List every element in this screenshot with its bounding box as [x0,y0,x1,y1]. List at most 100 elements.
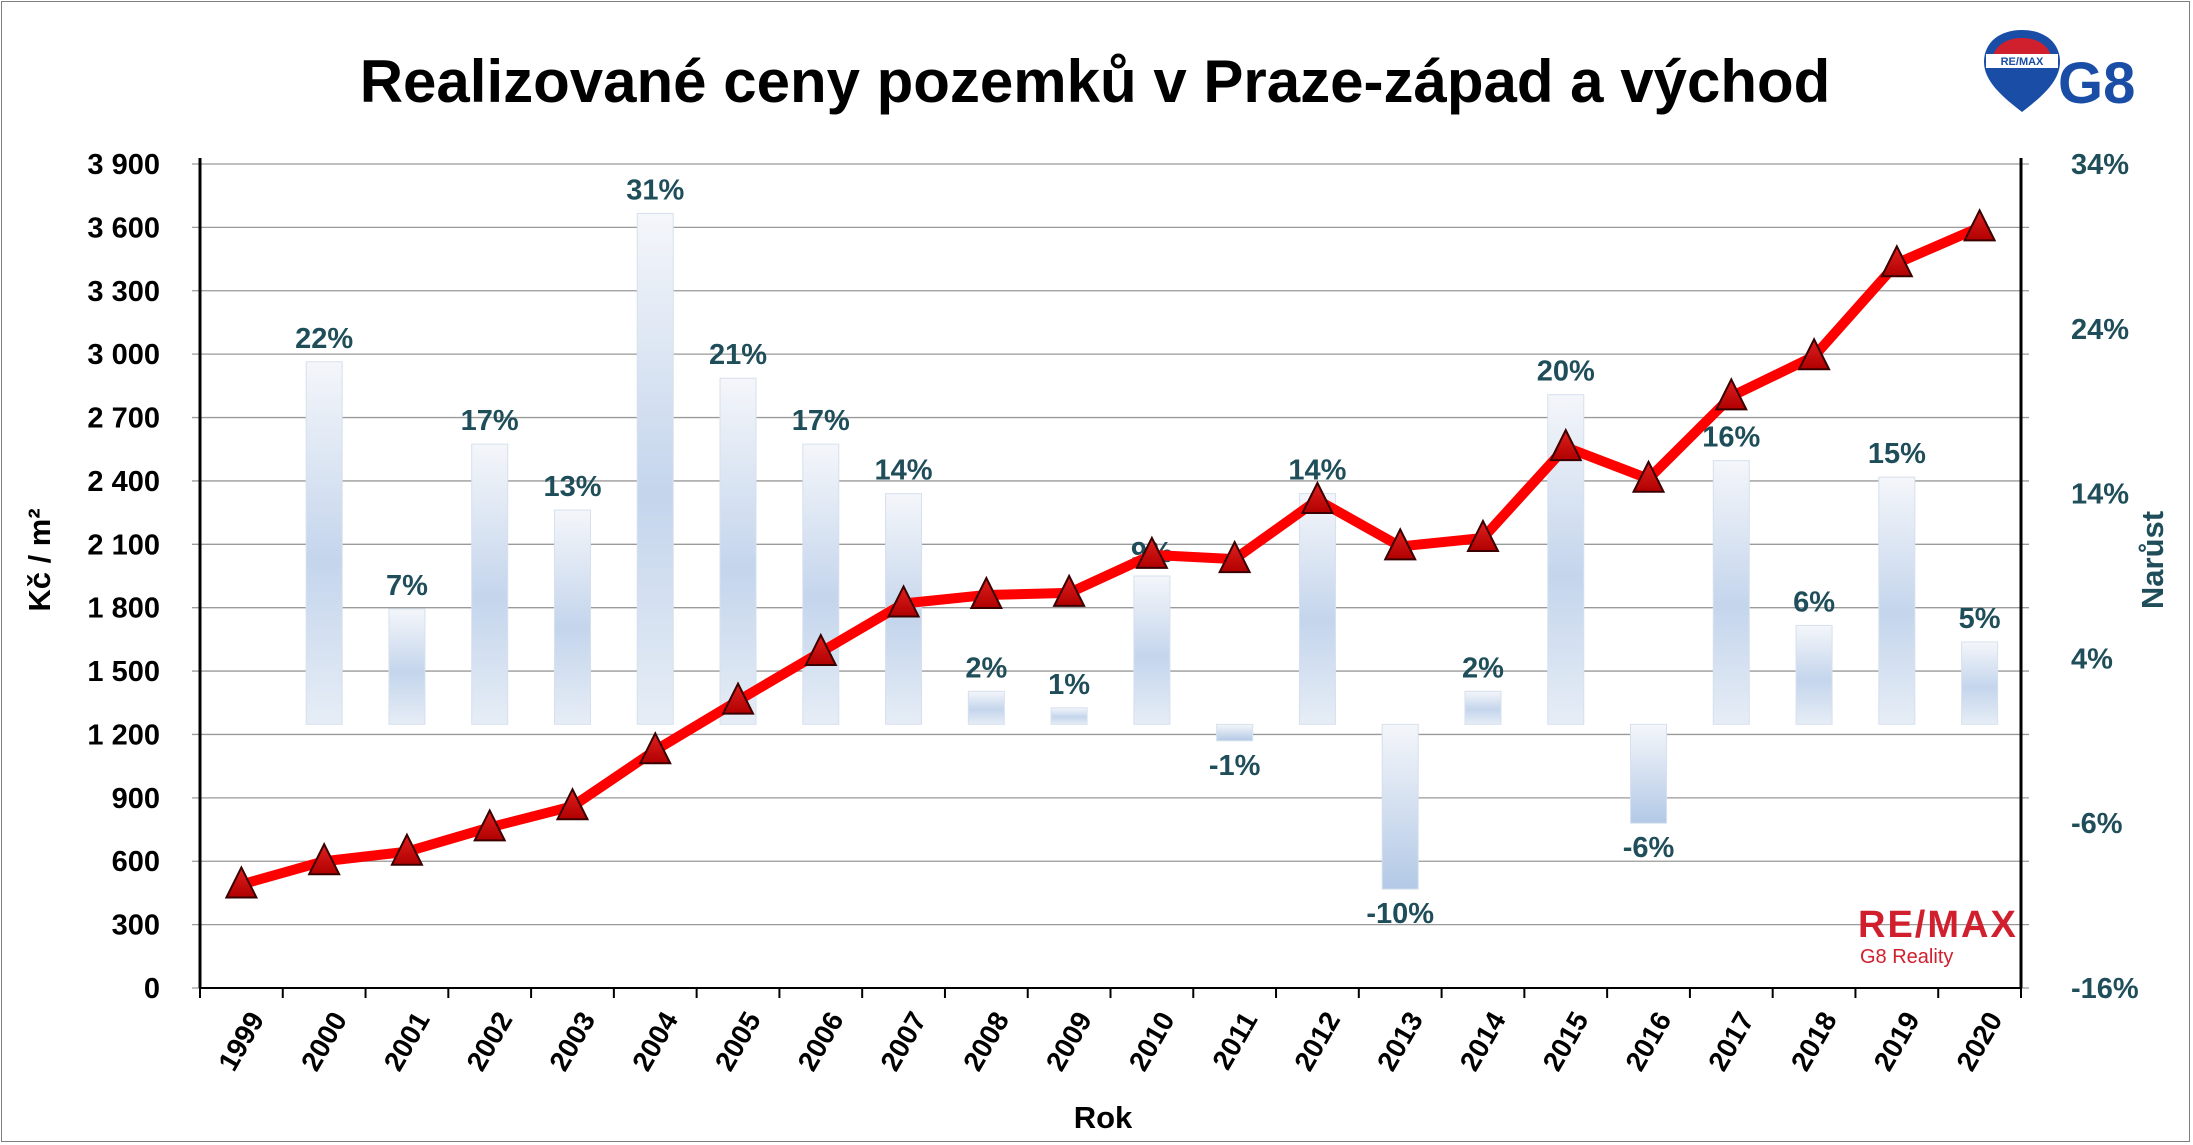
x-tick-label: 2007 [874,1007,932,1076]
remax-g8-logo: RE/MAX G8 [1984,30,2135,116]
growth-label: 20% [1537,356,1595,388]
price-marker [1880,244,1914,278]
remax-brand: RE/MAX G8 Reality [1858,904,2018,968]
x-tick-label: 2006 [792,1007,850,1076]
brand-remax: RE/MAX [1858,904,2018,946]
growth-bar [1298,493,1336,725]
y-tick-left: 600 [112,846,160,878]
y-tick-left: 300 [112,910,160,942]
price-marker [721,681,755,715]
x-tick-label: 2019 [1868,1007,1926,1076]
y-axis-left-title: Kč / m² [22,508,57,611]
growth-bar [967,690,1005,725]
growth-label: -1% [1209,750,1261,782]
growth-label: 6% [1793,586,1835,618]
y-tick-left: 3 600 [87,212,160,244]
y-tick-left: 3 900 [87,149,160,181]
growth-label: 15% [1868,438,1926,470]
price-marker [886,584,921,618]
price-marker [390,832,424,866]
logo-g8: G8 [2058,51,2135,116]
price-marker [969,575,1003,610]
price-marker [638,731,672,765]
y-tick-left: 3 000 [87,339,160,371]
x-axis-title: Rok [1074,1100,1133,1135]
x-tick-label: 2018 [1785,1007,1843,1076]
y-tick-right: 14% [2071,479,2129,511]
growth-label: 17% [792,405,850,437]
price-marker [1631,459,1666,493]
growth-label: 21% [709,339,767,371]
x-tick-label: 2001 [378,1007,436,1076]
price-marker [1383,527,1417,561]
x-tick-label: 2000 [295,1007,353,1076]
price-marker [1218,539,1252,574]
growth-label: 16% [1702,422,1760,454]
growth-bar [1878,476,1916,725]
growth-bar [305,361,343,725]
price-marker [1300,480,1335,514]
growth-bar [802,443,840,725]
x-tick-label: 2005 [709,1007,767,1076]
y-tick-left: 900 [112,783,160,815]
y-tick-right: 34% [2071,149,2129,181]
price-marker [307,841,341,876]
left-axis-ticks: 0 300 600 900 1 200 1 500 1 800 2 100 2 400 2 700… [87,149,160,1005]
growth-bar [636,212,674,725]
price-line [236,222,1985,890]
growth-label: 14% [875,455,933,487]
price-marker [1052,573,1086,607]
x-axis-ticks: 1999 2000 2001 2002 2003 2004 2005 2006 2007 2008… [212,1006,2008,1076]
growth-label: 5% [1959,603,2001,635]
growth-label: 22% [295,323,353,355]
y-tick-left: 3 300 [87,276,160,308]
growth-label: 31% [626,174,684,206]
growth-bar [1133,575,1171,725]
y-tick-right: 4% [2071,643,2113,675]
y-tick-right: -6% [2071,808,2123,840]
growth-bar [1050,707,1088,725]
y-tick-left: 1 200 [87,719,160,751]
growth-bar [1630,723,1668,824]
y-axis-right-title: Narůst [2135,511,2170,609]
y-tick-left: 1 500 [87,656,160,688]
growth-bar [1961,641,1999,725]
x-tick-label: 2009 [1040,1007,1098,1076]
y-tick-right: 24% [2071,314,2129,346]
growth-label: 17% [461,405,519,437]
x-tick-label: 2020 [1950,1007,2008,1076]
growth-bar [1381,723,1419,890]
growth-label: 2% [1462,652,1504,684]
price-marker [224,865,259,899]
y-tick-left: 2 400 [87,466,160,498]
growth-label: -6% [1623,832,1675,864]
growth-bar [1216,723,1254,742]
x-tick-label: 2002 [460,1007,518,1076]
brand-g8-reality: G8 Reality [1860,946,1953,968]
price-line-path [236,222,1985,890]
x-tick-label: 2011 [1206,1007,1263,1075]
growth-bar [471,443,509,725]
price-marker [1135,535,1169,569]
logo-remax-small: RE/MAX [2001,56,2044,68]
price-marker [555,787,590,821]
y-tick-left: 0 [144,973,160,1005]
price-marker [1466,518,1500,552]
growth-bar [1795,624,1833,725]
growth-label: -10% [1366,898,1434,930]
x-tick-label: 1999 [212,1007,270,1076]
x-tick-label: 2015 [1537,1007,1595,1076]
x-tick-label: 2004 [626,1006,684,1076]
y-tick-right: -16% [2071,973,2139,1005]
price-marker [473,808,507,842]
growth-label: 7% [386,570,428,602]
x-tick-label: 2017 [1702,1007,1760,1076]
right-axis-ticks: -16% -6% 4% 14% 24% 34% [2071,149,2139,1005]
x-tick-label: 2016 [1619,1007,1677,1076]
x-tick-label: 2013 [1371,1007,1429,1076]
price-marker [1797,337,1831,371]
x-tick-label: 2003 [543,1007,601,1076]
growth-bar [719,377,757,725]
